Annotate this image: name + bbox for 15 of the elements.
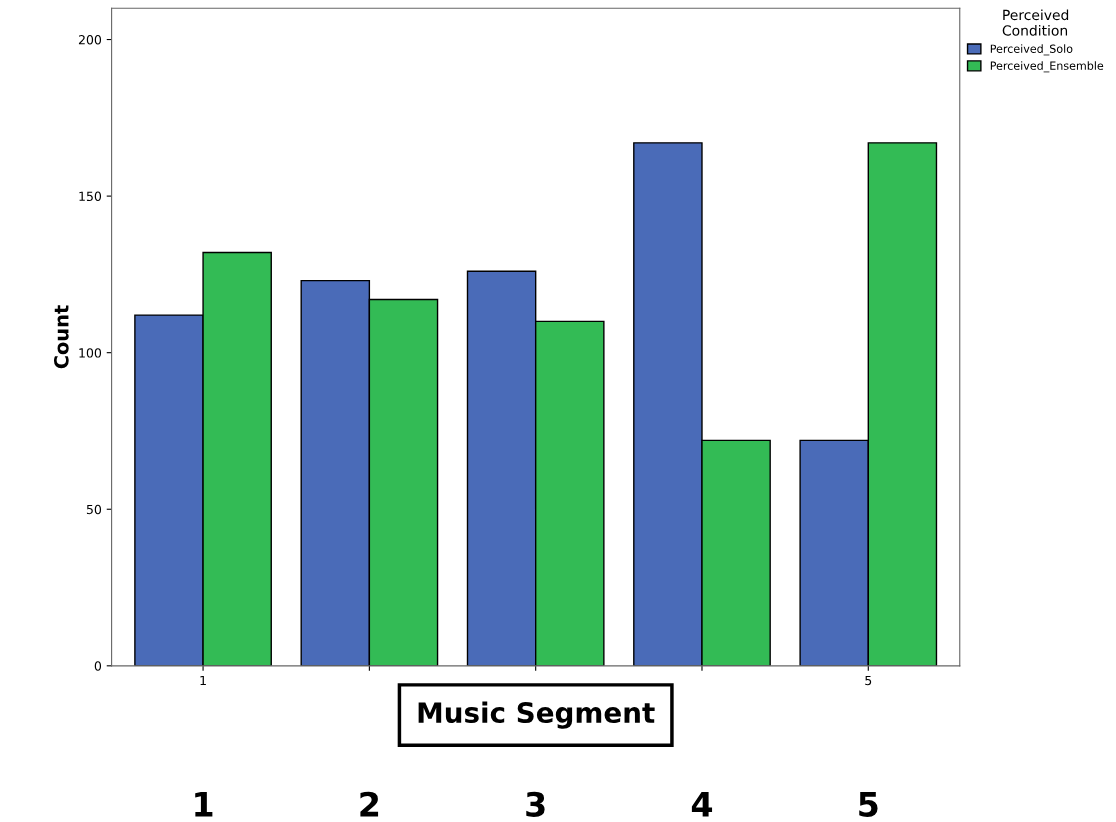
text: 1 xyxy=(195,792,213,817)
legend-title: Perceived Condition xyxy=(1002,9,1069,36)
y-tick-label: 200 xyxy=(78,35,102,45)
y-tick-label: 150 xyxy=(79,191,102,202)
text: 2 xyxy=(360,791,379,817)
y-tick-label: 0 xyxy=(94,661,102,671)
legend-label: Perceived_Solo xyxy=(990,44,1073,56)
text: 4 xyxy=(691,792,713,817)
x-axis-title: Music Segment xyxy=(418,701,655,729)
y-tick-label: 50 xyxy=(86,504,102,515)
y-axis-title: Count xyxy=(53,305,69,369)
y-tick-label: 100 xyxy=(79,348,102,358)
text: 5 xyxy=(859,792,878,817)
legend-label: Perceived_Ensemble xyxy=(990,61,1104,73)
text: 3 xyxy=(526,791,545,817)
